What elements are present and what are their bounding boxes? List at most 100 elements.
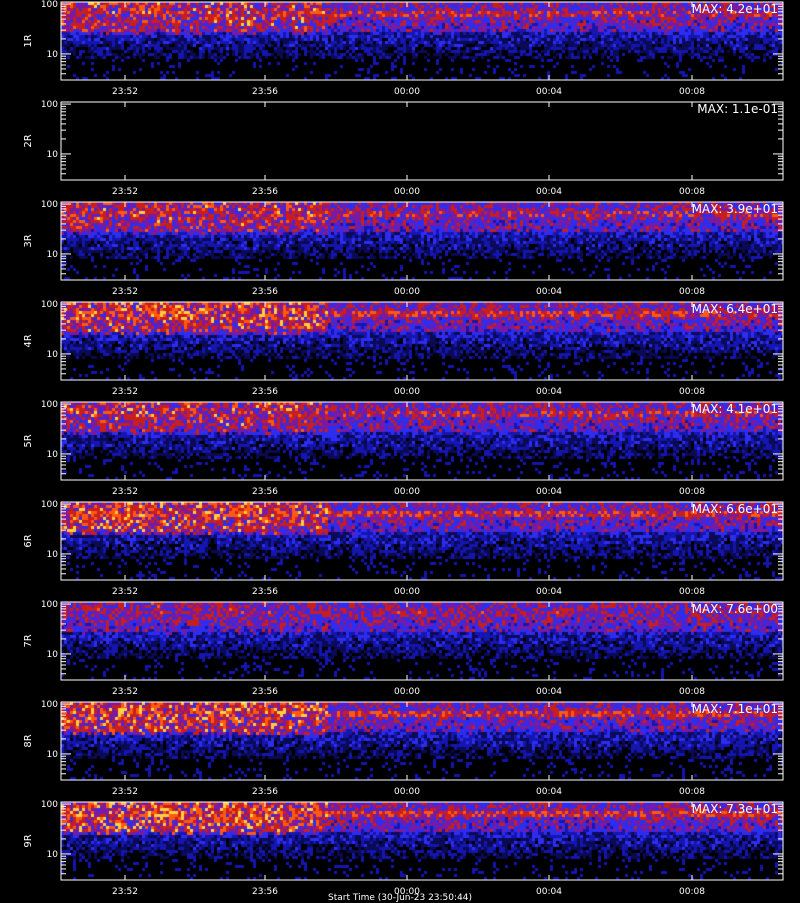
x-tick-label: 00:08: [679, 187, 705, 197]
x-tick-label: 00:00: [394, 487, 420, 497]
spectrogram-svg: 100 10 23:52 23:56 00:00 00:04 00:08 2R MAX: 1.1…: [23, 100, 784, 197]
x-tick-label: 00:04: [536, 887, 562, 897]
plot-frame: [60, 201, 784, 281]
x-tick-label: 00:04: [536, 287, 562, 297]
spectrogram-svg: 100 10 23:52 23:56 00:00 00:04 00:08 8R MAX: 7.1…: [23, 700, 784, 797]
x-tick-label: 23:52: [112, 487, 138, 497]
x-tick-label: 00:00: [394, 387, 420, 397]
y-tick-label: 100: [41, 300, 58, 310]
x-tick-label: 00:04: [536, 787, 562, 797]
x-tick-label: 23:56: [252, 887, 278, 897]
x-tick-label: 00:00: [394, 287, 420, 297]
x-tick-label: 23:56: [252, 187, 278, 197]
x-tick-label: 23:52: [112, 387, 138, 397]
y-tick-label: 100: [41, 500, 58, 510]
max-annotation: MAX: 6.6e+01: [692, 502, 778, 516]
y-tick-label: 10: [47, 450, 59, 460]
x-tick-label: 00:00: [394, 887, 420, 897]
max-annotation: MAX: 6.4e+01: [692, 302, 778, 316]
spectrogram-svg: 100 10 23:52 23:56 00:00 00:04 00:08 9R MAX: 7.3…: [23, 800, 784, 897]
panel-label: 2R: [23, 134, 34, 147]
panel-label: 5R: [23, 434, 34, 447]
plot-frame: [60, 401, 784, 481]
x-tick-label: 00:04: [536, 87, 562, 97]
x-tick-label: 00:04: [536, 187, 562, 197]
spectrogram-svg: 100 10 23:52 23:56 00:00 00:04 00:08 3R MAX: 3.9…: [23, 200, 784, 297]
y-tick-label: 100: [41, 600, 58, 610]
x-tick-label: 00:04: [536, 487, 562, 497]
plot-frame: [60, 101, 784, 181]
x-tick-label: 23:56: [252, 587, 278, 597]
x-tick-label: 23:56: [252, 387, 278, 397]
plot-frame: [60, 1, 784, 81]
panel-label: 9R: [23, 834, 34, 847]
y-tick-label: 10: [47, 350, 59, 360]
spectrogram-panel-4r: 100 10 23:52 23:56 00:00 00:04 00:08 4R MAX: 6.4…: [0, 300, 800, 400]
plot-frame: [60, 601, 784, 681]
plot-frame: [60, 301, 784, 381]
heatmap-raster: [61, 302, 783, 380]
max-annotation: MAX: 1.1e-01: [697, 102, 778, 116]
x-axis-title: Start Time (30-Jun-23 23:50:44): [328, 893, 472, 903]
spectrogram-panel-2r: 100 10 23:52 23:56 00:00 00:04 00:08 2R MAX: 1.1…: [0, 100, 800, 200]
x-tick-label: 23:52: [112, 187, 138, 197]
x-tick-label: 00:08: [679, 587, 705, 597]
heatmap-raster: [61, 202, 783, 280]
spectrogram-svg: 100 10 23:52 23:56 00:00 00:04 00:08 7R MAX: 7.6…: [23, 600, 784, 697]
spectrogram-svg: 100 10 23:52 23:56 00:00 00:04 00:08 4R MAX: 6.4…: [23, 300, 784, 397]
y-tick-label: 100: [41, 100, 58, 110]
y-tick-label: 100: [41, 200, 58, 210]
spectrogram-panel-3r: 100 10 23:52 23:56 00:00 00:04 00:08 3R MAX: 3.9…: [0, 200, 800, 300]
y-tick-label: 10: [47, 650, 59, 660]
heatmap-raster: [61, 702, 783, 780]
x-tick-label: 00:00: [394, 587, 420, 597]
x-tick-label: 00:00: [394, 187, 420, 197]
spectrogram-svg: 100 10 23:52 23:56 00:00 00:04 00:08 6R MAX: 6.6…: [23, 500, 784, 597]
x-tick-label: 00:08: [679, 87, 705, 97]
y-tick-label: 100: [41, 0, 58, 10]
x-tick-label: 00:08: [679, 487, 705, 497]
y-tick-label: 10: [47, 850, 59, 860]
spectrogram-panel-1r: 100 10 23:52 23:56 00:00 00:04 00:08 1R MAX: 4.2…: [0, 0, 800, 100]
x-tick-label: 00:08: [679, 787, 705, 797]
x-tick-label: 00:04: [536, 387, 562, 397]
max-annotation: MAX: 4.1e+01: [692, 402, 778, 416]
x-tick-label: 00:08: [679, 387, 705, 397]
plot-frame: [60, 701, 784, 781]
max-annotation: MAX: 7.3e+01: [692, 802, 778, 816]
x-tick-label: 00:04: [536, 587, 562, 597]
x-tick-label: 23:52: [112, 887, 138, 897]
x-tick-label: 23:52: [112, 687, 138, 697]
y-tick-label: 10: [47, 50, 59, 60]
panel-label: 4R: [23, 334, 34, 347]
spectrogram-svg: 100 10 23:52 23:56 00:00 00:04 00:08 1R MAX: 4.2…: [23, 0, 784, 97]
panel-label: 1R: [23, 34, 34, 47]
panel-label: 6R: [23, 534, 34, 547]
max-annotation: MAX: 7.1e+01: [692, 702, 778, 716]
heatmap-raster: [61, 802, 783, 880]
y-tick-label: 10: [47, 150, 59, 160]
spectrogram-panel-8r: 100 10 23:52 23:56 00:00 00:04 00:08 8R MAX: 7.1…: [0, 700, 800, 800]
spectrogram-panel-6r: 100 10 23:52 23:56 00:00 00:04 00:08 6R MAX: 6.6…: [0, 500, 800, 600]
x-tick-label: 00:04: [536, 687, 562, 697]
x-tick-label: 23:56: [252, 487, 278, 497]
panel-label: 3R: [23, 234, 34, 247]
heatmap-raster: [61, 102, 783, 180]
spectrogram-panel-7r: 100 10 23:52 23:56 00:00 00:04 00:08 7R MAX: 7.6…: [0, 600, 800, 700]
x-tick-label: 00:00: [394, 87, 420, 97]
panel-label: 8R: [23, 734, 34, 747]
y-tick-label: 100: [41, 400, 58, 410]
spectrogram-panel-9r: 100 10 23:52 23:56 00:00 00:04 00:08 9R MAX: 7.3…: [0, 800, 800, 900]
x-tick-label: 23:56: [252, 287, 278, 297]
plot-frame: [60, 501, 784, 581]
heatmap-raster: [61, 602, 783, 680]
y-tick-label: 10: [47, 550, 59, 560]
x-tick-label: 23:52: [112, 287, 138, 297]
x-tick-label: 00:08: [679, 687, 705, 697]
plot-frame: [60, 801, 784, 881]
max-annotation: MAX: 3.9e+01: [692, 202, 778, 216]
y-tick-label: 10: [47, 750, 59, 760]
x-tick-label: 00:08: [679, 287, 705, 297]
x-tick-label: 23:56: [252, 687, 278, 697]
spectrogram-svg: 100 10 23:52 23:56 00:00 00:04 00:08 5R MAX: 4.1…: [23, 400, 784, 497]
